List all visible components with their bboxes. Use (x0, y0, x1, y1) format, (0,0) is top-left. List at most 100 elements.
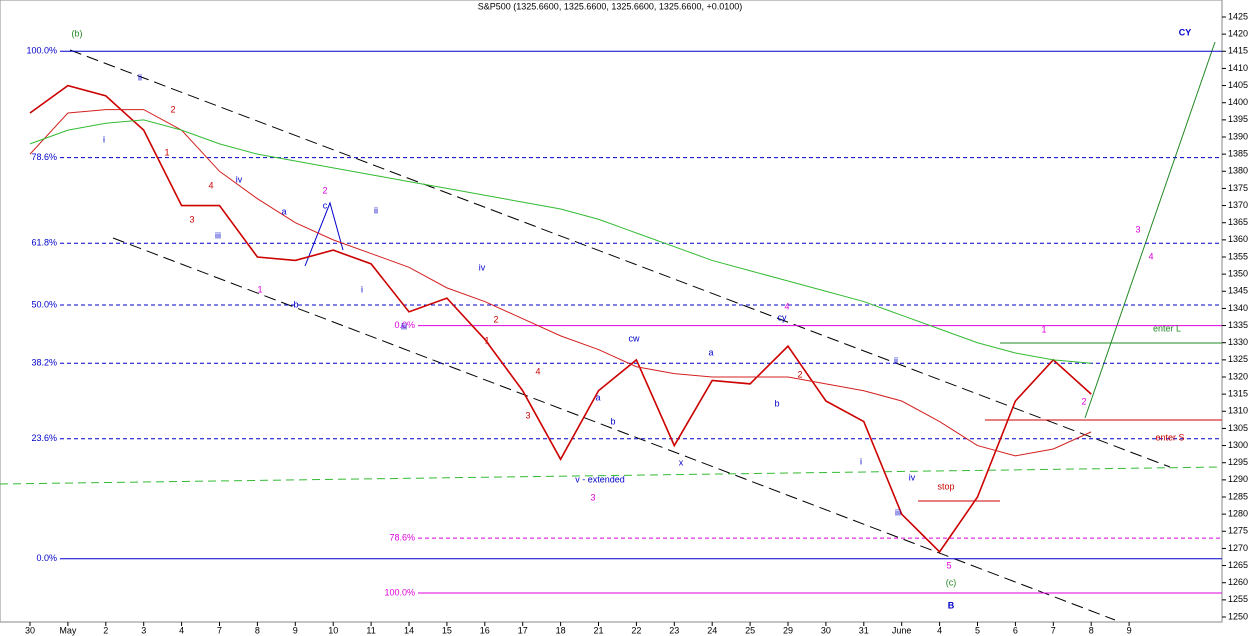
wave-label: b (774, 398, 779, 408)
wave-label: i (103, 134, 105, 144)
wave-label: 2 (493, 314, 498, 324)
wave-label: iv (236, 174, 243, 184)
x-tick-label: 23 (669, 625, 679, 635)
y-tick-label: 1410 (1228, 63, 1248, 73)
projection-line (1084, 41, 1216, 419)
wave-label: 1 (257, 284, 262, 294)
y-tick-label: 1365 (1228, 217, 1248, 227)
y-tick-label: 1280 (1228, 509, 1248, 519)
y-tick-label: 1395 (1228, 114, 1248, 124)
wave-label: ii (374, 205, 378, 215)
x-tick-label: 15 (442, 625, 452, 635)
x-tick-label: 7 (1051, 625, 1056, 635)
wave-label: c (323, 200, 328, 210)
wave-label: (b) (72, 28, 83, 38)
x-tick-label: 22 (631, 625, 641, 635)
wave-label: 4 (535, 366, 540, 376)
x-tick-label: 17 (518, 625, 528, 635)
x-tick-label: 3 (141, 625, 146, 635)
x-tick-label: 9 (1127, 625, 1132, 635)
wave-label: enter L (1153, 323, 1181, 333)
wave-label: i (860, 456, 862, 466)
y-tick-label: 1370 (1228, 200, 1248, 210)
y-tick-label: 1415 (1228, 46, 1248, 56)
wave-label: 2 (322, 185, 327, 195)
wave-label: B (948, 600, 955, 610)
y-tick-label: 1330 (1228, 337, 1248, 347)
wave-label: 3 (590, 492, 595, 502)
wave-label: 4 (208, 180, 213, 190)
x-tick-label: 24 (707, 625, 717, 635)
x-tick-label: 5 (975, 625, 980, 635)
y-tick-label: 1275 (1228, 526, 1248, 536)
y-tick-label: 1355 (1228, 251, 1248, 261)
x-tick-label: 31 (859, 625, 869, 635)
wave-label: a (595, 392, 600, 402)
wave-label: a (281, 206, 286, 216)
y-tick-label: 1315 (1228, 389, 1248, 399)
x-tick-label: 21 (593, 625, 603, 635)
plot-area (0, 0, 1223, 623)
level-label: 50.0% (31, 299, 57, 309)
wave-label: v - extended (575, 474, 625, 484)
channel-line (69, 49, 1171, 468)
wave-label: 2 (1081, 396, 1086, 406)
wave-label: b (293, 299, 298, 309)
wave-label: 2 (797, 369, 802, 379)
y-tick-label: 1420 (1228, 29, 1248, 39)
y-tick-label: 1310 (1228, 406, 1248, 416)
level-label: 78.6% (389, 533, 415, 543)
x-tick-label: 18 (556, 625, 566, 635)
x-tick-label: 7 (217, 625, 222, 635)
wave-label: iv (479, 262, 486, 272)
y-tick-label: 1340 (1228, 303, 1248, 313)
x-tick-label: 11 (366, 625, 375, 635)
y-tick-label: 1350 (1228, 269, 1248, 279)
y-tick-label: 1425 (1228, 11, 1248, 21)
y-tick-label: 1360 (1228, 234, 1248, 244)
level-label: 78.6% (31, 152, 57, 162)
y-tick-label: 1260 (1228, 577, 1248, 587)
wave-label: 1 (484, 335, 489, 345)
y-tick-label: 1320 (1228, 371, 1248, 381)
y-tick-label: 1325 (1228, 354, 1248, 364)
wave-label: ii (138, 72, 142, 82)
y-tick-label: 1390 (1228, 131, 1248, 141)
y-tick-label: 1345 (1228, 286, 1248, 296)
wave-label: iv (909, 472, 916, 482)
level-label: 38.2% (31, 358, 57, 368)
y-tick-label: 1250 (1228, 611, 1248, 621)
wave-label: enter S (1155, 432, 1184, 442)
y-tick-label: 1265 (1228, 560, 1248, 570)
wave-label: 5 (946, 560, 951, 570)
y-tick-label: 1380 (1228, 166, 1248, 176)
wave-label: 4 (1148, 251, 1153, 261)
wave-label: stop (937, 481, 954, 491)
y-tick-label: 1255 (1228, 594, 1248, 604)
y-tick-label: 1375 (1228, 183, 1248, 193)
channel-line (112, 237, 1116, 621)
y-tick-label: 1295 (1228, 457, 1248, 467)
x-tick-label: 30 (25, 625, 35, 635)
wave-label: 4 (784, 301, 789, 311)
y-tick-label: 1385 (1228, 149, 1248, 159)
y-tick-label: 1400 (1228, 97, 1248, 107)
level-label: 100.0% (384, 587, 415, 597)
wave-label: i (361, 284, 363, 294)
y-tick-label: 1285 (1228, 491, 1248, 501)
wave-label: 2 (170, 104, 175, 114)
wave-label: 1 (1041, 324, 1046, 334)
y-tick-label: 1300 (1228, 440, 1248, 450)
x-tick-label: 8 (1089, 625, 1094, 635)
y-tick-label: 1305 (1228, 423, 1248, 433)
x-tick-label: May (59, 625, 77, 635)
moving-average (29, 119, 1092, 364)
x-tick-label: 4 (179, 625, 184, 635)
level-label: 23.6% (31, 433, 57, 443)
wave-label: CY (1179, 27, 1192, 37)
wave-label: x (679, 457, 684, 467)
wave-label: (c) (946, 577, 957, 587)
x-tick-label: 16 (480, 625, 490, 635)
level-label: 100.0% (26, 46, 57, 56)
